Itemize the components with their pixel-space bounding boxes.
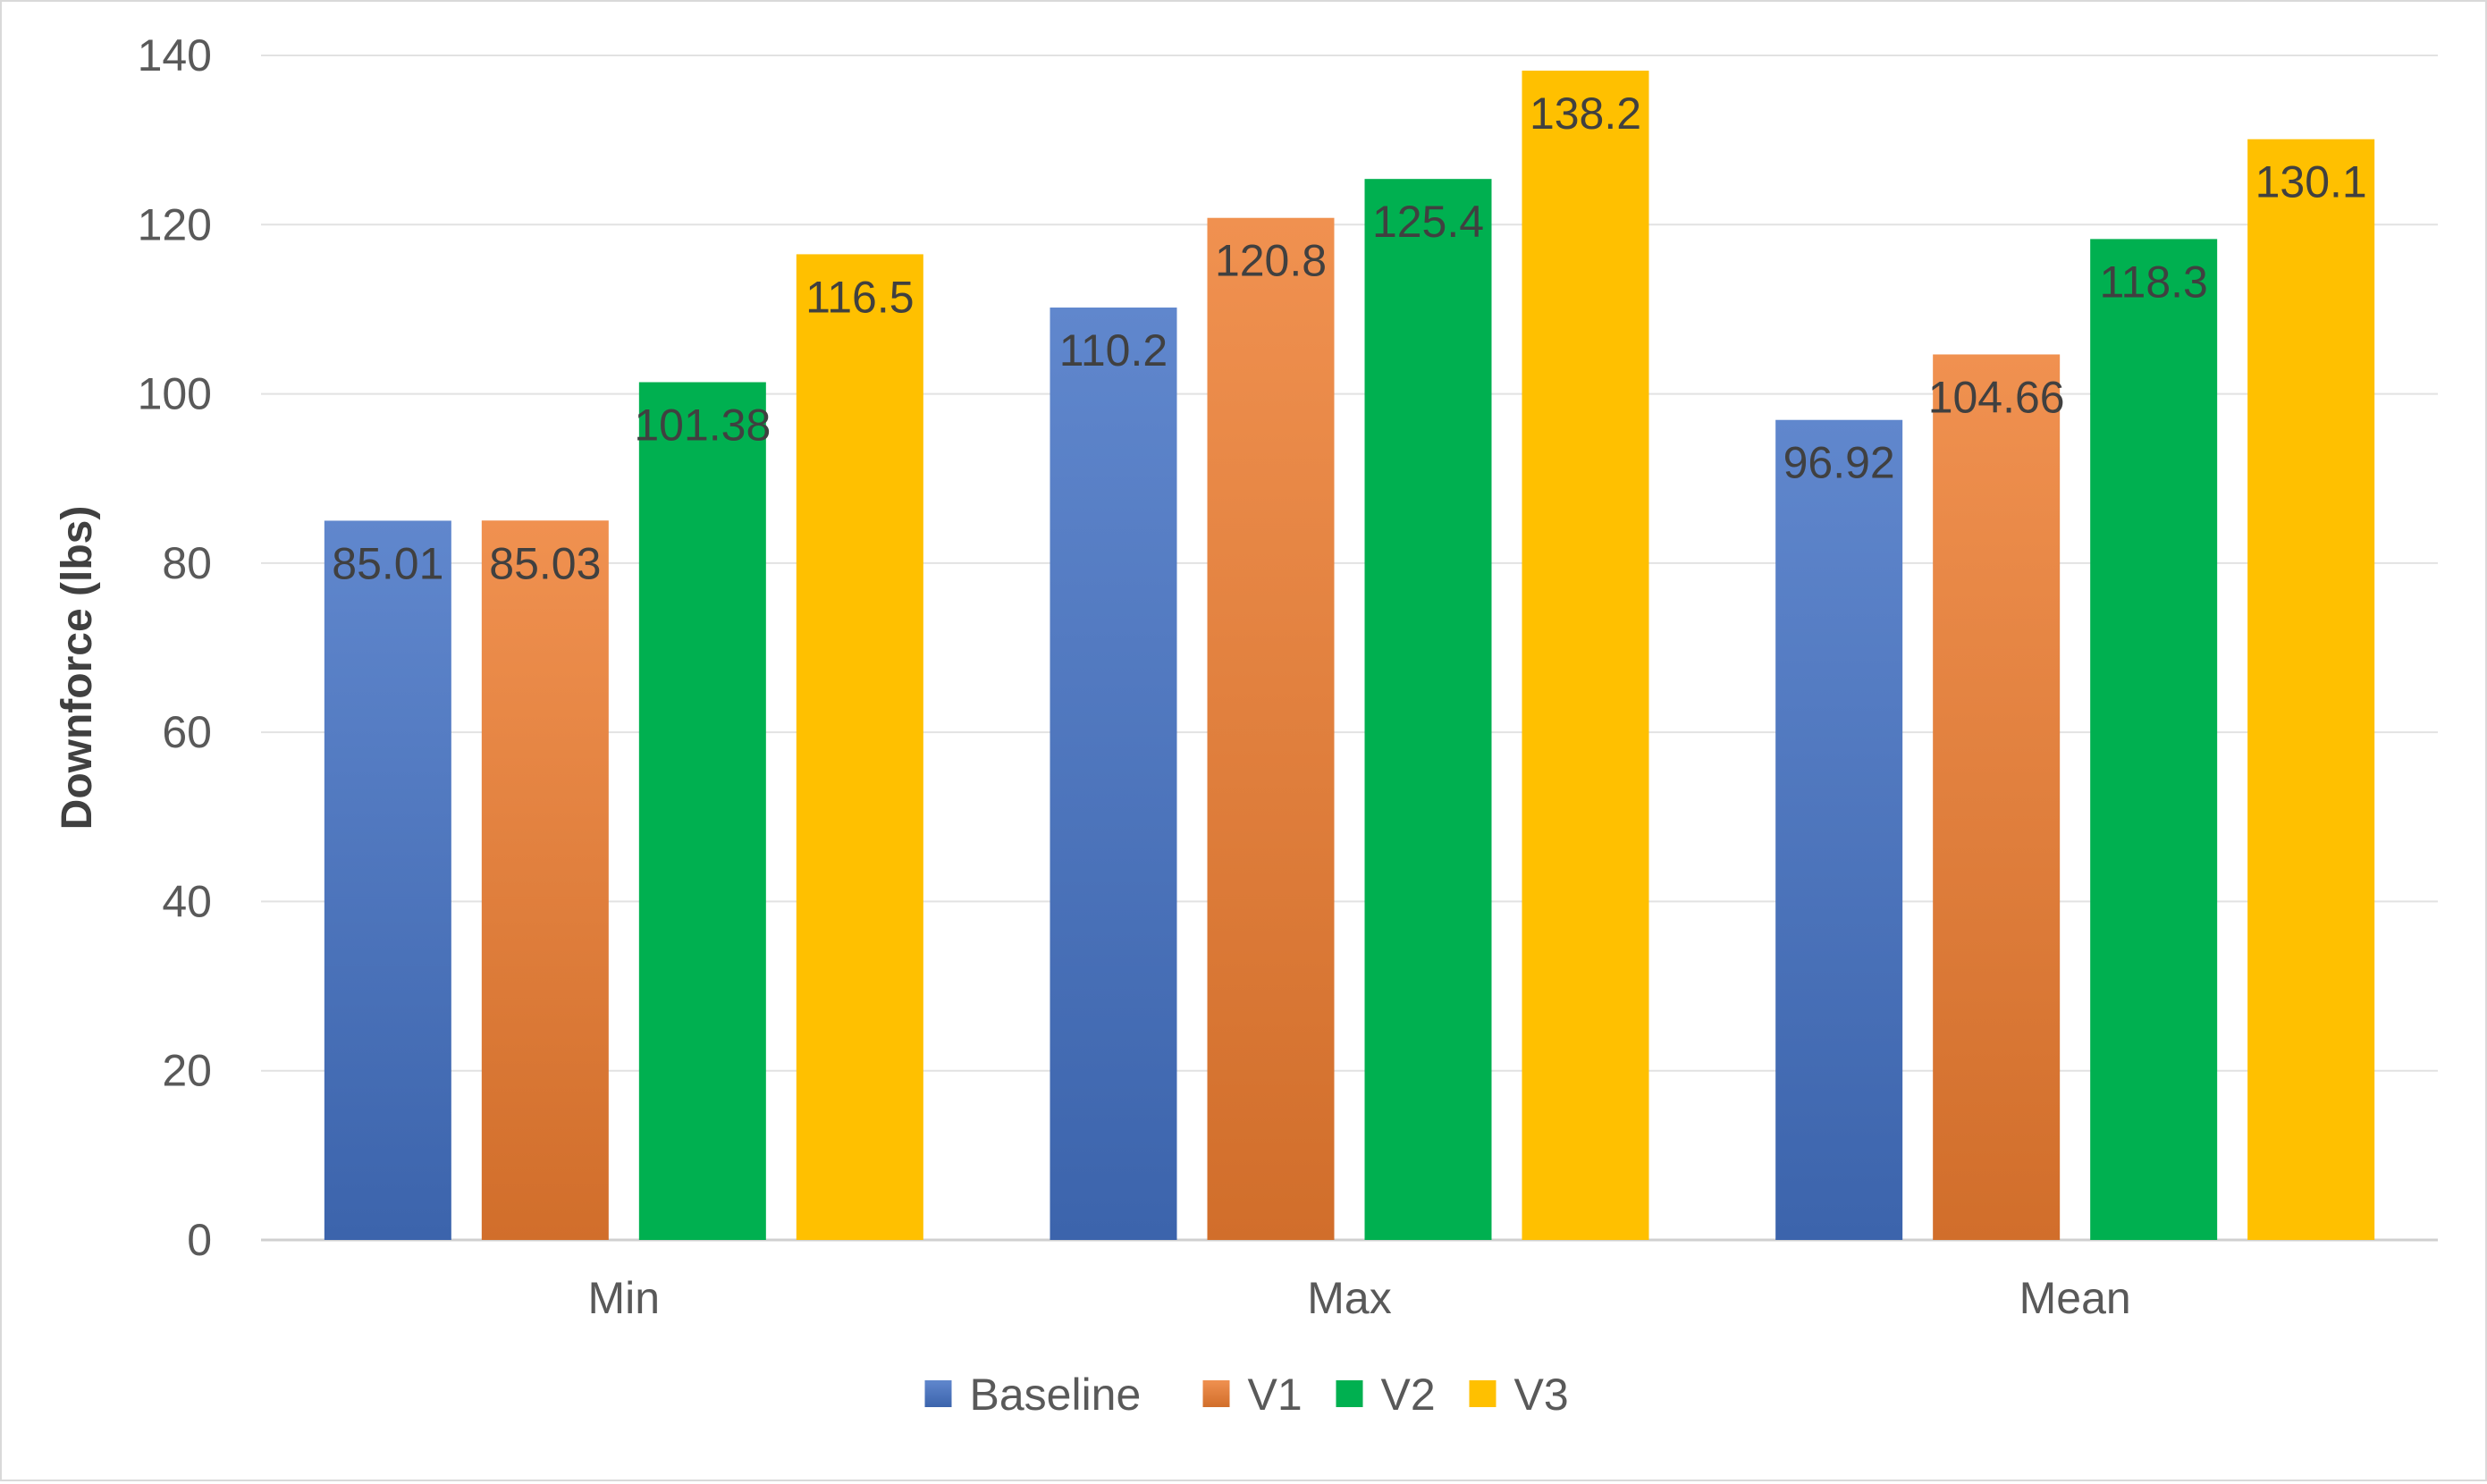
x-axis-categories: Min Max Mean: [588, 1273, 2131, 1323]
data-label-baseline-max: 110.2: [1059, 325, 1168, 375]
data-label-v3-max: 138.2: [1530, 89, 1641, 139]
y-tick-label-100: 100: [138, 369, 212, 419]
bar-baseline-mean: [1775, 419, 1903, 1240]
data-labels: 85.01 85.03 101.38 116.5 110.2 120.8 125.4 138.…: [332, 89, 2366, 588]
y-tick-label-20: 20: [162, 1046, 212, 1096]
bar-v2-mean: [2090, 239, 2218, 1240]
x-category-max: Max: [1307, 1273, 1391, 1323]
bar-v1-min: [481, 520, 609, 1240]
data-label-baseline-mean: 96.92: [1783, 438, 1895, 488]
legend-label-v3: V3: [1514, 1370, 1569, 1420]
legend-swatch-v3: [1469, 1380, 1496, 1407]
bar-baseline-min: [324, 520, 451, 1240]
bar-v3-mean: [2247, 139, 2375, 1241]
y-tick-label-120: 120: [138, 199, 212, 249]
y-tick-label-60: 60: [162, 707, 212, 757]
data-label-v3-min: 116.5: [805, 272, 914, 322]
data-label-v1-min: 85.03: [489, 538, 601, 588]
bar-v1-mean: [1933, 354, 2061, 1240]
data-label-v3-mean: 130.1: [2255, 157, 2367, 207]
legend-swatch-v1: [1202, 1380, 1230, 1407]
legend-label-v2: V2: [1381, 1370, 1436, 1420]
y-tick-label-40: 40: [162, 876, 212, 926]
data-label-v1-mean: 104.66: [1928, 372, 2065, 422]
bars: [324, 71, 2375, 1241]
x-category-min: Min: [588, 1273, 661, 1323]
data-label-v2-mean: 118.3: [2099, 257, 2207, 307]
y-tick-label-0: 0: [187, 1215, 212, 1265]
bar-baseline-max: [1050, 308, 1177, 1241]
legend-swatch-v2: [1336, 1380, 1363, 1407]
y-tick-label-140: 140: [138, 30, 212, 80]
data-label-baseline-min: 85.01: [332, 538, 443, 588]
data-label-v1-max: 120.8: [1215, 236, 1327, 286]
gridlines: [261, 55, 2438, 1242]
bar-v3-max: [1522, 71, 1649, 1240]
legend-label-v1: V1: [1248, 1370, 1303, 1420]
bar-v3-min: [796, 254, 923, 1241]
x-category-mean: Mean: [2019, 1273, 2131, 1323]
data-label-v2-max: 125.4: [1372, 197, 1484, 247]
bar-v2-min: [638, 382, 766, 1240]
legend-swatch-baseline: [924, 1380, 952, 1407]
legend-label-baseline: Baseline: [970, 1370, 1142, 1420]
legend: Baseline V1 V2 V3: [924, 1370, 1569, 1420]
bar-v1-max: [1207, 217, 1335, 1241]
y-axis-ticks: 0 20 40 60 80 100 120 140: [138, 30, 212, 1265]
y-axis-label: Downforce (lbs): [54, 506, 101, 831]
data-label-v2-min: 101.38: [634, 401, 771, 451]
y-tick-label-80: 80: [162, 538, 212, 588]
bar-v2-max: [1364, 179, 1492, 1240]
